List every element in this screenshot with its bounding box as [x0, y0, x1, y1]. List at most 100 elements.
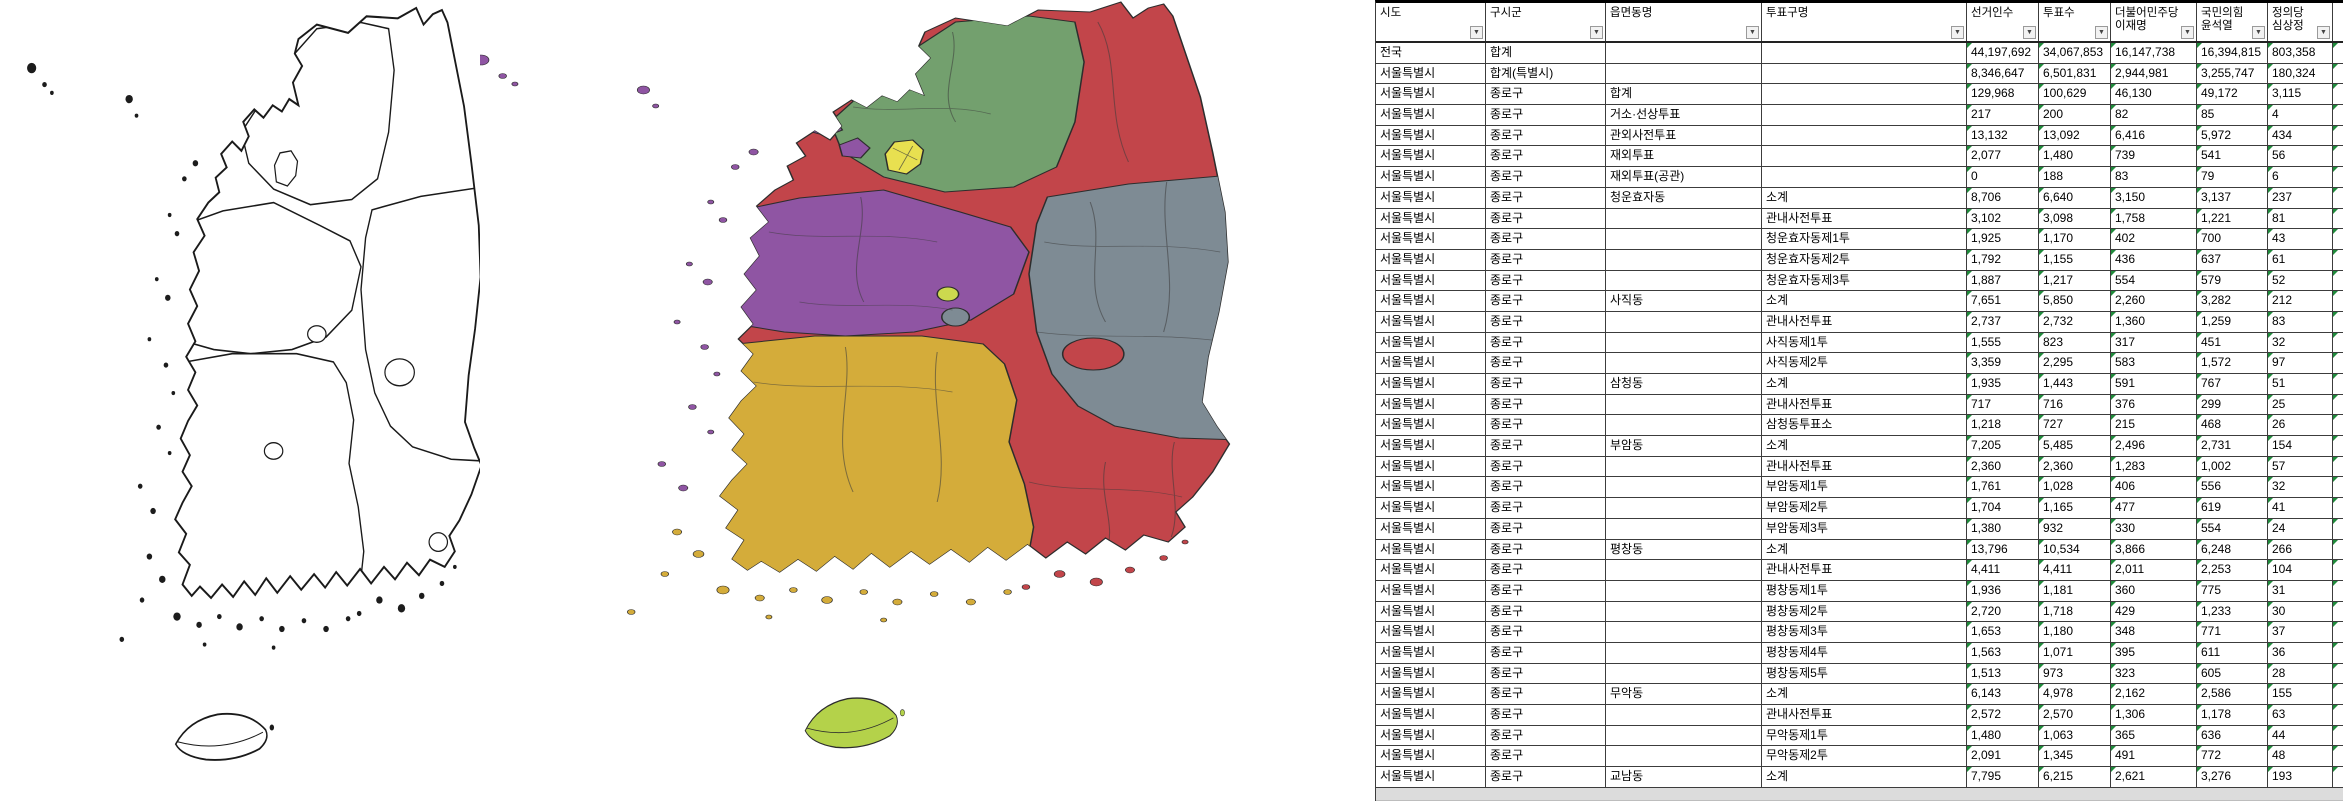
number-cell[interactable]: 468 — [2197, 415, 2268, 436]
number-cell[interactable]: 591 — [2111, 374, 2197, 394]
text-cell[interactable]: 종로구 — [1486, 146, 1606, 167]
text-cell[interactable]: 평창동제3투 — [1762, 622, 1967, 642]
number-cell[interactable]: 554 — [2111, 270, 2197, 291]
number-cell[interactable]: 10,534 — [2039, 539, 2111, 560]
number-cell[interactable]: 1,380 — [1967, 518, 2039, 539]
number-cell[interactable]: 772 — [2197, 746, 2268, 767]
number-cell[interactable]: 579 — [2197, 270, 2268, 291]
text-cell[interactable]: 서울특별시 — [1376, 187, 1486, 208]
number-cell[interactable]: 6,215 — [2039, 767, 2111, 787]
number-cell[interactable]: 32 — [2268, 477, 2333, 498]
number-cell[interactable]: 46,130 — [2111, 84, 2197, 105]
number-cell[interactable]: 1,480 — [1967, 725, 2039, 746]
number-cell[interactable]: 7,795 — [1967, 767, 2039, 787]
cutoff-number-cell[interactable] — [2333, 580, 2343, 601]
text-cell[interactable]: 서울특별시 — [1376, 63, 1486, 84]
number-cell[interactable]: 44,197,692 — [1967, 43, 2039, 63]
text-cell[interactable]: 종로구 — [1486, 477, 1606, 498]
number-cell[interactable]: 1,218 — [1967, 415, 2039, 436]
text-cell[interactable] — [1606, 518, 1762, 539]
number-cell[interactable]: 605 — [2197, 663, 2268, 684]
text-cell[interactable] — [1606, 622, 1762, 642]
text-cell[interactable] — [1606, 642, 1762, 663]
number-cell[interactable]: 104 — [2268, 560, 2333, 580]
number-cell[interactable]: 3,115 — [2268, 84, 2333, 105]
number-cell[interactable]: 28 — [2268, 663, 2333, 684]
number-cell[interactable]: 4,978 — [2039, 684, 2111, 704]
text-cell[interactable]: 재외투표 — [1606, 146, 1762, 167]
number-cell[interactable]: 2,260 — [2111, 291, 2197, 311]
text-cell[interactable] — [1606, 663, 1762, 684]
number-cell[interactable]: 129,968 — [1967, 84, 2039, 105]
text-cell[interactable]: 종로구 — [1486, 684, 1606, 704]
number-cell[interactable]: 7,651 — [1967, 291, 2039, 311]
text-cell[interactable]: 종로구 — [1486, 311, 1606, 332]
number-cell[interactable]: 6,501,831 — [2039, 63, 2111, 84]
number-cell[interactable]: 24 — [2268, 518, 2333, 539]
cutoff-number-cell[interactable] — [2333, 518, 2343, 539]
number-cell[interactable]: 323 — [2111, 663, 2197, 684]
number-cell[interactable]: 637 — [2197, 249, 2268, 270]
number-cell[interactable]: 37 — [2268, 622, 2333, 642]
text-cell[interactable]: 평창동제2투 — [1762, 601, 1967, 622]
number-cell[interactable]: 2,720 — [1967, 601, 2039, 622]
number-cell[interactable]: 330 — [2111, 518, 2197, 539]
filter-dropdown-button[interactable]: ▼ — [2181, 26, 2194, 39]
text-cell[interactable]: 무악동제2투 — [1762, 746, 1967, 767]
number-cell[interactable]: 44 — [2268, 725, 2333, 746]
number-cell[interactable]: 395 — [2111, 642, 2197, 663]
number-cell[interactable]: 365 — [2111, 725, 2197, 746]
number-cell[interactable]: 2,572 — [1967, 705, 2039, 725]
number-cell[interactable]: 1,572 — [2197, 353, 2268, 373]
text-cell[interactable]: 합계 — [1486, 43, 1606, 63]
text-cell[interactable]: 재외투표(공관) — [1606, 167, 1762, 187]
number-cell[interactable]: 97 — [2268, 353, 2333, 373]
number-cell[interactable]: 266 — [2268, 539, 2333, 560]
text-cell[interactable]: 평창동 — [1606, 539, 1762, 560]
text-cell[interactable]: 종로구 — [1486, 167, 1606, 187]
number-cell[interactable]: 1,563 — [1967, 642, 2039, 663]
text-cell[interactable]: 서울특별시 — [1376, 436, 1486, 456]
text-cell[interactable]: 평창동제4투 — [1762, 642, 1967, 663]
text-cell[interactable]: 서울특별시 — [1376, 291, 1486, 311]
text-cell[interactable]: 종로구 — [1486, 560, 1606, 580]
number-cell[interactable]: 34,067,853 — [2039, 43, 2111, 63]
text-cell[interactable]: 종로구 — [1486, 518, 1606, 539]
cutoff-number-cell[interactable] — [2333, 229, 2343, 249]
number-cell[interactable]: 1,002 — [2197, 456, 2268, 477]
number-cell[interactable]: 556 — [2197, 477, 2268, 498]
number-cell[interactable]: 1,306 — [2111, 705, 2197, 725]
text-cell[interactable]: 사직동제1투 — [1762, 332, 1967, 353]
text-cell[interactable]: 서울특별시 — [1376, 125, 1486, 146]
cutoff-number-cell[interactable] — [2333, 374, 2343, 394]
text-cell[interactable]: 서울특별시 — [1376, 353, 1486, 373]
text-cell[interactable]: 서울특별시 — [1376, 374, 1486, 394]
text-cell[interactable] — [1606, 43, 1762, 63]
number-cell[interactable]: 83 — [2111, 167, 2197, 187]
number-cell[interactable]: 13,092 — [2039, 125, 2111, 146]
text-cell[interactable]: 소계 — [1762, 767, 1967, 787]
number-cell[interactable]: 2,295 — [2039, 353, 2111, 373]
text-cell[interactable]: 평창동제1투 — [1762, 580, 1967, 601]
text-cell[interactable]: 서울특별시 — [1376, 580, 1486, 601]
number-cell[interactable]: 8,346,647 — [1967, 63, 2039, 84]
text-cell[interactable] — [1762, 43, 1967, 63]
number-cell[interactable]: 25 — [2268, 394, 2333, 415]
number-cell[interactable]: 2,011 — [2111, 560, 2197, 580]
cutoff-number-cell[interactable] — [2333, 353, 2343, 373]
cutoff-number-cell[interactable] — [2333, 311, 2343, 332]
cutoff-number-cell[interactable] — [2333, 767, 2343, 787]
number-cell[interactable]: 6,416 — [2111, 125, 2197, 146]
number-cell[interactable]: 4,411 — [1967, 560, 2039, 580]
cutoff-number-cell[interactable] — [2333, 477, 2343, 497]
text-cell[interactable]: 서울특별시 — [1376, 415, 1486, 436]
number-cell[interactable]: 477 — [2111, 498, 2197, 518]
cutoff-number-cell[interactable] — [2333, 167, 2343, 187]
number-cell[interactable]: 155 — [2268, 684, 2333, 704]
text-cell[interactable]: 서울특별시 — [1376, 167, 1486, 187]
text-cell[interactable] — [1606, 353, 1762, 373]
text-cell[interactable]: 종로구 — [1486, 394, 1606, 415]
number-cell[interactable]: 81 — [2268, 208, 2333, 229]
text-cell[interactable] — [1762, 167, 1967, 187]
text-cell[interactable]: 평창동제5투 — [1762, 663, 1967, 684]
